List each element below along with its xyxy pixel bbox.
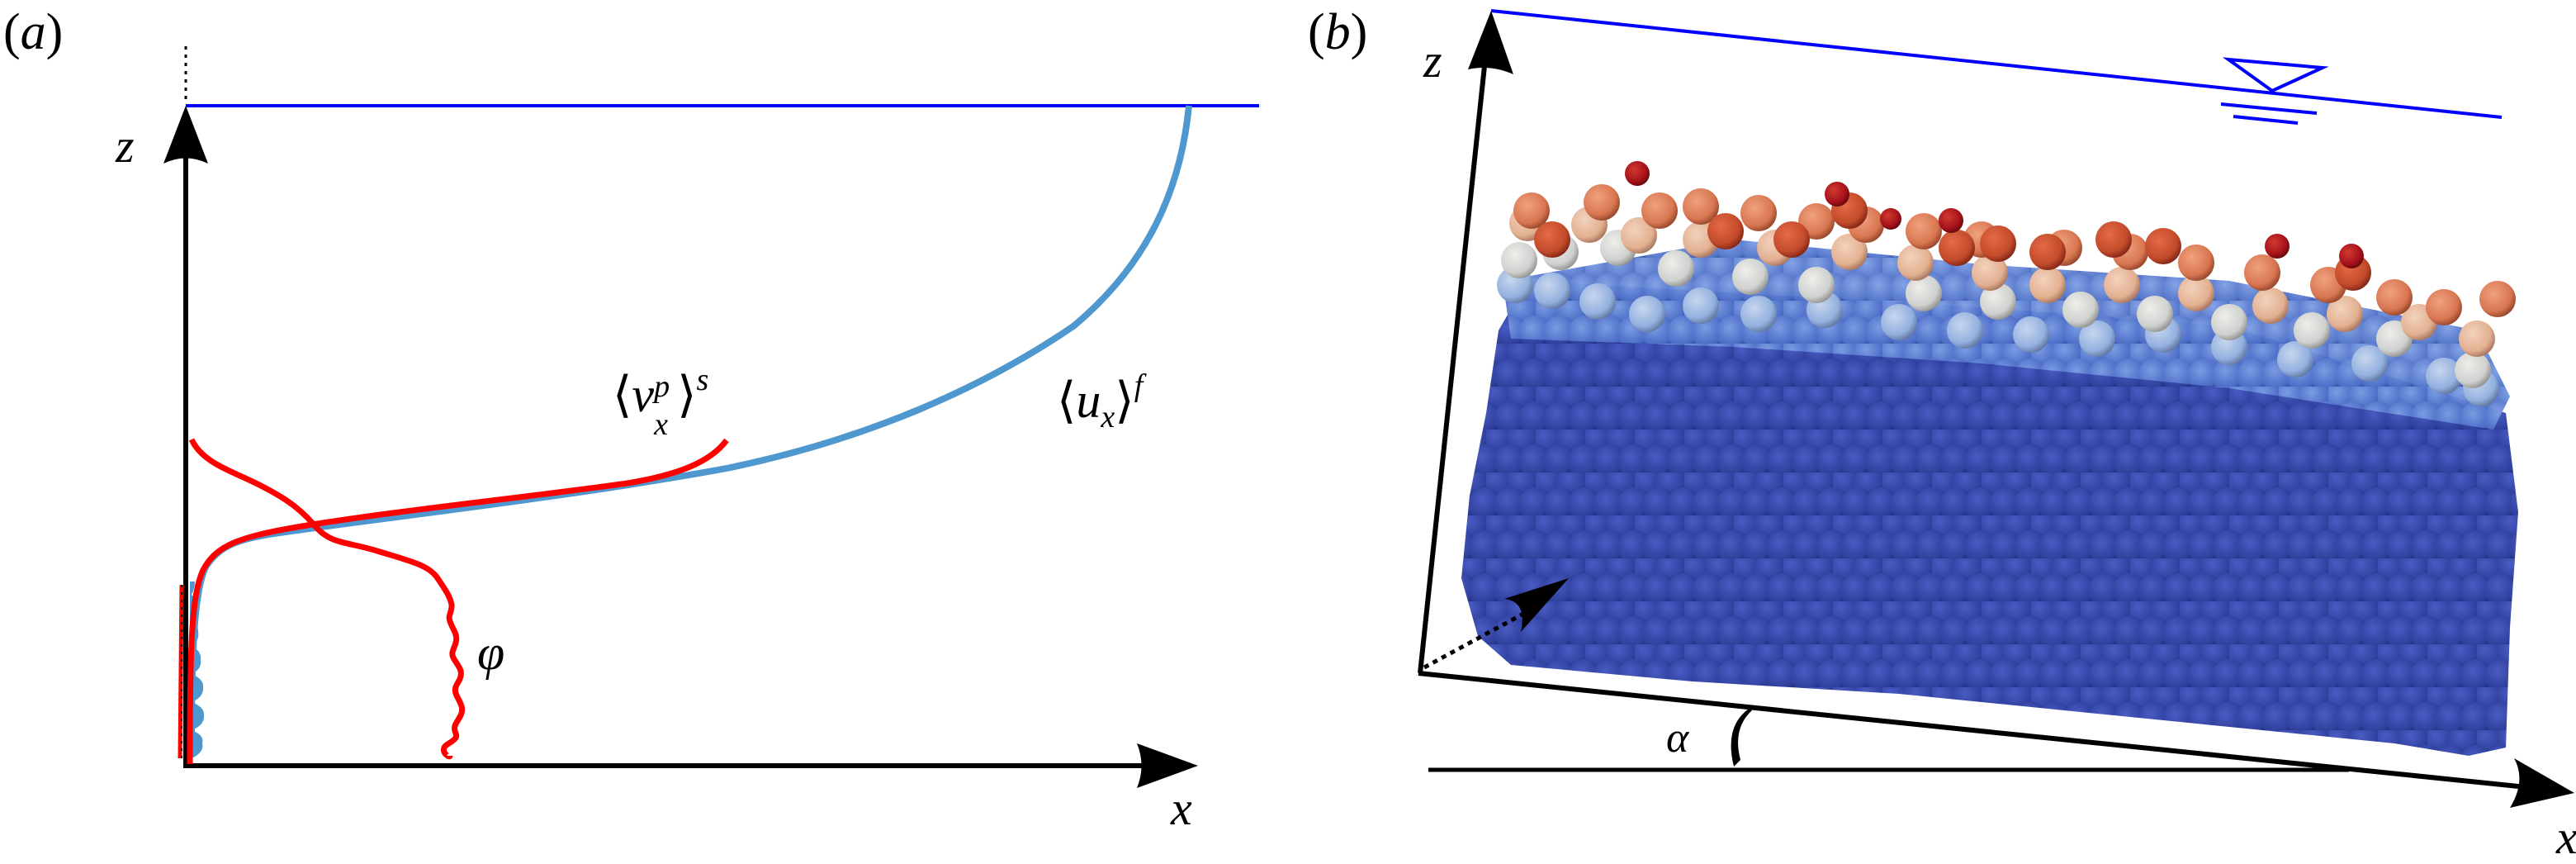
panel-a-velocity-profiles: (a) z x ⟨v p x ⟩s ⟨ux⟩f φ bbox=[0, 0, 1288, 854]
solid-fraction-label: φ bbox=[477, 625, 505, 680]
particle-velocity-curve bbox=[187, 438, 729, 765]
y-axis-dotted-line bbox=[1423, 605, 1537, 670]
z-axis-arrowhead-b-icon bbox=[1468, 11, 1513, 74]
particle-velocity-label: ⟨v p x ⟩s bbox=[613, 363, 709, 442]
solid-fraction-curve bbox=[188, 438, 466, 760]
particle-bed-top-layer bbox=[1497, 161, 2516, 406]
panel-a-plot bbox=[163, 46, 1259, 788]
particle-bed-deep bbox=[1461, 281, 2518, 756]
x-axis-arrowhead-icon bbox=[1137, 743, 1198, 788]
x-axis-label: x bbox=[1171, 781, 1192, 835]
panel-b-scene bbox=[1418, 9, 2574, 808]
z-axis-label: z bbox=[116, 119, 135, 173]
z-axis-arrowhead-icon bbox=[163, 106, 208, 164]
x-axis-arrowhead-b-icon bbox=[2510, 758, 2574, 808]
wall-red-line bbox=[178, 584, 184, 759]
inclination-angle-label: α bbox=[1666, 714, 1689, 762]
panel-b-particle-bed: (b) bbox=[1288, 0, 2576, 862]
panel-a-tag: (a) bbox=[3, 4, 64, 60]
panel-b-tag: (b) bbox=[1308, 4, 1368, 60]
fluid-velocity-curve bbox=[188, 105, 1192, 744]
y-axis-arrowhead-icon bbox=[1504, 578, 1569, 632]
x-axis-label-b: x bbox=[2556, 810, 2576, 864]
fluid-velocity-label: ⟨ux⟩f bbox=[1057, 368, 1144, 434]
z-axis-label-b: z bbox=[1423, 34, 1442, 88]
water-level-triangle-icon bbox=[2220, 57, 2329, 125]
z-axis-line-b bbox=[1418, 65, 1487, 674]
free-surface-line-b bbox=[1490, 9, 2503, 119]
inclination-angle-arc-icon bbox=[1731, 709, 1752, 767]
